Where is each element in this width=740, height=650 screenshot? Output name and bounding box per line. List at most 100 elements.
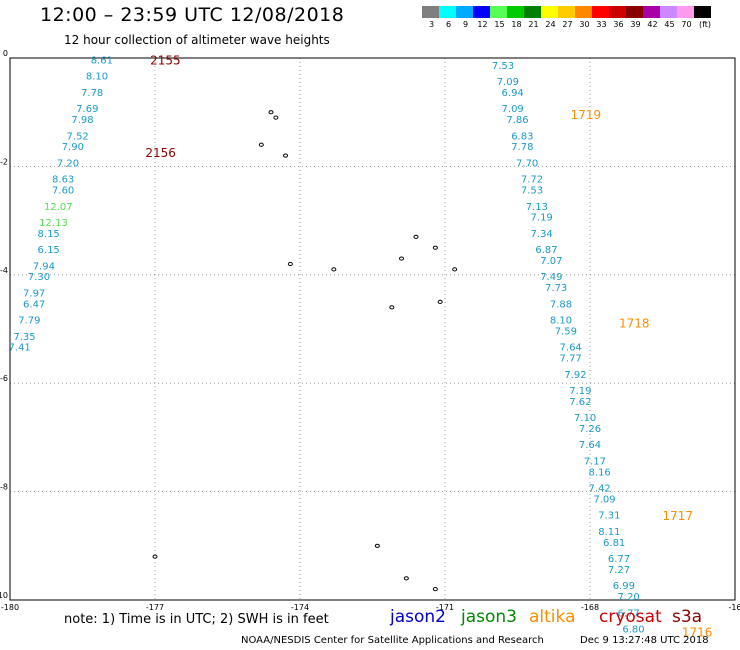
satellite-legend-item: cryosat xyxy=(599,607,662,627)
satellite-legend-item: altika xyxy=(529,607,576,627)
satellite-legend-item: jason3 xyxy=(461,607,517,627)
time-label: 2156 xyxy=(145,146,176,160)
island-outline xyxy=(452,267,458,272)
colorbar-swatch xyxy=(575,6,592,18)
lat-tick-label: -4 xyxy=(0,266,8,275)
colorbar-swatch xyxy=(660,6,677,18)
colorbar-label: 27 xyxy=(562,20,573,29)
colorbar-swatch xyxy=(439,6,456,18)
lat-tick-label: -6 xyxy=(0,374,8,383)
colorbar-label: 3 xyxy=(428,20,435,29)
wave-height-value: 8.10 xyxy=(86,72,108,83)
lon-tick-label: -16 xyxy=(728,603,740,612)
wave-height-value: 6.83 xyxy=(511,131,533,142)
wave-height-value: 6.99 xyxy=(613,581,635,592)
colorbar-label: 30 xyxy=(579,20,590,29)
colorbar-swatch xyxy=(456,6,473,18)
wave-height-value: 6.81 xyxy=(603,538,625,549)
colorbar-label: 33 xyxy=(596,20,607,29)
wave-height-value: 7.26 xyxy=(579,424,601,435)
wave-height-value: 7.41 xyxy=(9,343,31,354)
wave-height-value: 8.61 xyxy=(91,55,113,66)
wave-height-value: 7.09 xyxy=(593,494,615,505)
wave-height-value: 7.62 xyxy=(569,397,591,408)
lon-tick-label: -177 xyxy=(146,603,164,612)
colorbar-label: 70 xyxy=(681,20,692,29)
wave-height-value: 7.07 xyxy=(540,256,562,267)
wave-height-value: 7.86 xyxy=(506,115,528,126)
lon-tick-label: -171 xyxy=(436,603,454,612)
colorbar-label: 42 xyxy=(647,20,658,29)
colorbar-swatch xyxy=(524,6,541,18)
wave-height-value: 7.60 xyxy=(52,186,74,197)
wave-height-value: 7.78 xyxy=(81,88,103,99)
map-title: 12:00 – 23:59 UTC 12/08/2018 xyxy=(40,4,345,26)
colorbar-label: 39 xyxy=(630,20,641,29)
colorbar-swatch xyxy=(694,6,711,18)
island-outline xyxy=(152,554,158,559)
island-outline xyxy=(258,142,264,147)
wave-height-value: 7.78 xyxy=(511,142,533,153)
wave-height-value: 7.88 xyxy=(550,299,572,310)
wave-height-value: 7.19 xyxy=(531,213,553,224)
wave-height-value: 7.53 xyxy=(521,186,543,197)
map-frame xyxy=(9,57,736,601)
colorbar-swatch xyxy=(592,6,609,18)
wave-height-value: 6.77 xyxy=(608,554,630,565)
time-label: 1716 xyxy=(682,626,713,640)
wave-height-value: 7.09 xyxy=(502,104,524,115)
island-outline xyxy=(287,261,293,267)
wave-height-value: 7.69 xyxy=(76,104,98,115)
island-outline xyxy=(403,576,409,581)
colorbar-label: 45 xyxy=(664,20,675,29)
lat-tick-label: 0 xyxy=(3,49,8,58)
colorbar-label: 6 xyxy=(445,20,452,29)
wave-height-value: 8.15 xyxy=(38,229,60,240)
wave-height-value: 7.97 xyxy=(23,288,45,299)
colorbar-swatch xyxy=(422,6,439,18)
wave-height-value: 7.35 xyxy=(13,332,35,343)
island-outline xyxy=(432,587,438,592)
island-outline xyxy=(331,267,337,272)
island-outline xyxy=(413,234,419,239)
wave-height-value: 8.11 xyxy=(598,527,620,538)
wave-height-value: 7.64 xyxy=(560,343,582,354)
generation-timestamp: Dec 9 13:27:48 UTC 2018 xyxy=(580,635,709,646)
island-outline xyxy=(389,305,395,310)
map-subtitle: 12 hour collection of altimeter wave hei… xyxy=(64,33,330,47)
wave-height-value: 6.87 xyxy=(535,245,557,256)
satellite-legend-item: s3a xyxy=(672,607,703,627)
wave-height-value: 7.27 xyxy=(608,565,630,576)
colorbar-swatch xyxy=(490,6,507,18)
colorbar-swatch xyxy=(626,6,643,18)
island-outline xyxy=(399,256,404,261)
lat-tick-label: -10 xyxy=(0,591,8,600)
wave-height-value: 8.10 xyxy=(550,316,572,327)
colorbar-unit: (ft) xyxy=(699,20,712,29)
wave-height-value: 7.17 xyxy=(584,457,606,468)
colorbar-swatch xyxy=(609,6,626,18)
lat-tick-label: -8 xyxy=(0,483,8,492)
wave-height-value: 6.77 xyxy=(618,608,640,619)
satellite-legend-item: jason2 xyxy=(390,607,446,627)
colorbar-swatch xyxy=(558,6,575,18)
wave-height-value: 7.09 xyxy=(497,77,519,88)
colorbar-label: 9 xyxy=(462,20,469,29)
island-outline xyxy=(268,110,274,115)
wave-height-value: 7.53 xyxy=(492,61,514,72)
colorbar-label: 24 xyxy=(545,20,556,29)
wave-height-value: 7.20 xyxy=(57,158,79,169)
credit-line: NOAA/NESDIS Center for Satellite Applica… xyxy=(241,635,544,646)
wave-height-value: 7.72 xyxy=(521,175,543,186)
wave-height-value: 7.52 xyxy=(67,131,89,142)
colorbar-swatch xyxy=(677,6,694,18)
colorbar-label: 21 xyxy=(528,20,539,29)
wave-height-value: 7.34 xyxy=(531,229,553,240)
wave-height-value: 7.13 xyxy=(526,202,548,213)
colorbar-label: 18 xyxy=(511,20,522,29)
wave-height-value: 7.42 xyxy=(589,484,611,495)
time-label: 1718 xyxy=(619,317,650,331)
lat-tick-label: -2 xyxy=(0,157,8,166)
wave-height-value: 7.94 xyxy=(33,261,55,272)
